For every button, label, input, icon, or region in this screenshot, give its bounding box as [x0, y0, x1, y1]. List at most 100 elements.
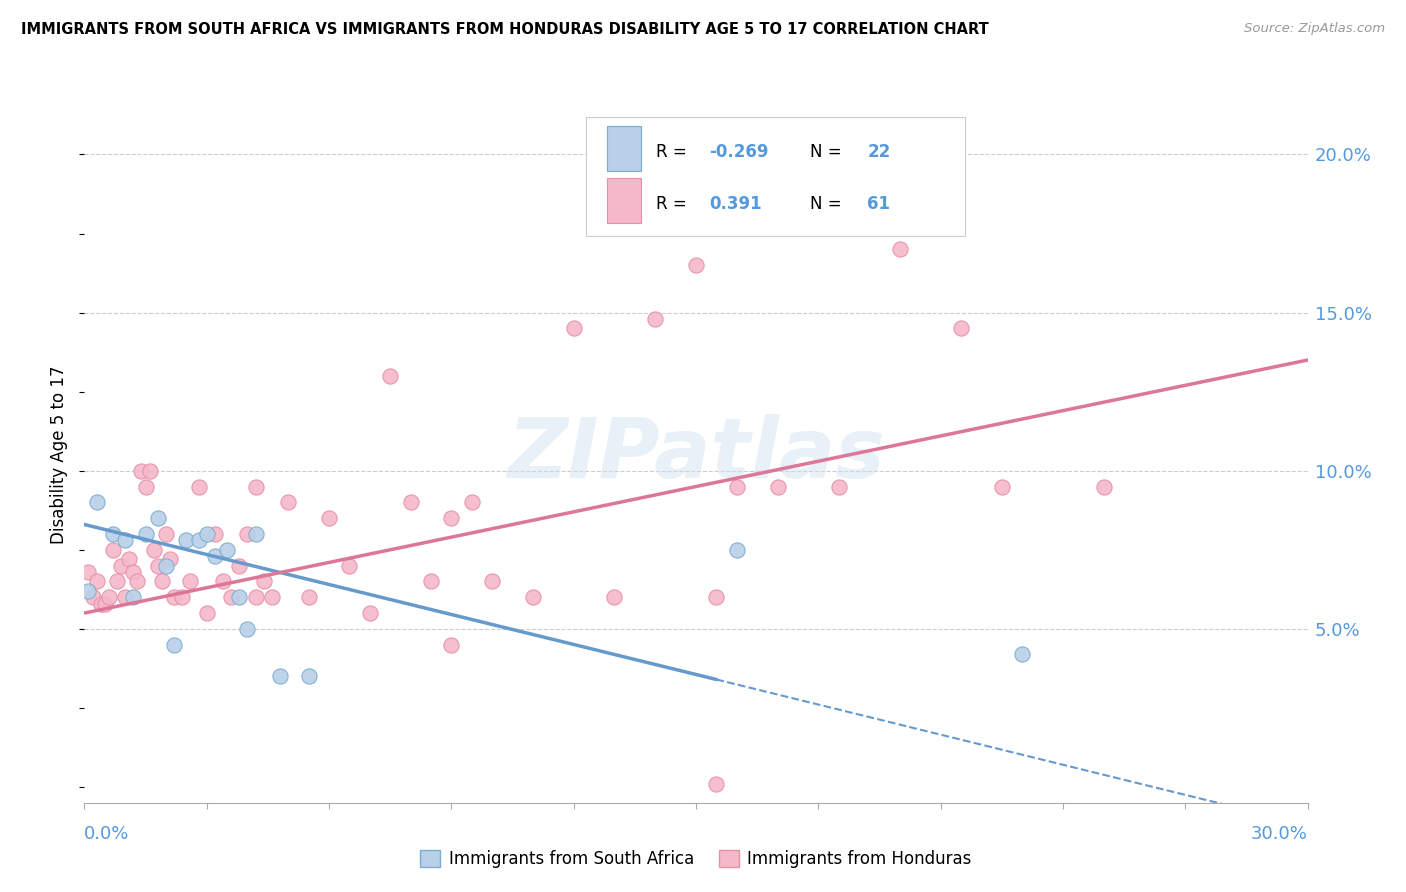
Point — [172, 591, 194, 605]
Point — [228, 591, 250, 605]
Point — [77, 583, 100, 598]
Point — [114, 533, 136, 548]
Point — [380, 368, 402, 383]
Point — [269, 669, 291, 683]
Text: 22: 22 — [868, 143, 890, 161]
Point — [204, 549, 226, 563]
Point — [399, 495, 422, 509]
Point — [118, 552, 141, 566]
Point — [97, 591, 120, 605]
Point — [150, 574, 173, 589]
FancyBboxPatch shape — [586, 118, 965, 235]
Text: -0.269: -0.269 — [710, 143, 769, 161]
Point — [603, 591, 626, 605]
Point — [127, 574, 149, 589]
Point — [187, 533, 209, 548]
Point — [122, 591, 145, 605]
Point — [187, 479, 209, 493]
Point — [440, 511, 463, 525]
Text: 61: 61 — [868, 195, 890, 213]
Point — [950, 321, 973, 335]
Point — [766, 479, 789, 493]
Point — [77, 565, 100, 579]
Point — [562, 321, 585, 335]
Text: ZIPatlas: ZIPatlas — [508, 415, 884, 495]
Point — [1011, 647, 1033, 661]
Point — [86, 574, 108, 589]
Text: 0.391: 0.391 — [710, 195, 762, 213]
Text: Source: ZipAtlas.com: Source: ZipAtlas.com — [1244, 22, 1385, 36]
Point — [138, 464, 160, 478]
Point — [253, 574, 276, 589]
Point — [82, 591, 104, 605]
Point — [146, 558, 169, 573]
Point — [159, 552, 181, 566]
Point — [260, 591, 283, 605]
Point — [481, 574, 503, 589]
Point — [217, 542, 239, 557]
Point — [440, 638, 463, 652]
Text: 30.0%: 30.0% — [1251, 825, 1308, 843]
Point — [644, 312, 666, 326]
Point — [142, 542, 165, 557]
Text: N =: N = — [810, 143, 846, 161]
Text: N =: N = — [810, 195, 846, 213]
Point — [277, 495, 299, 509]
Point — [135, 479, 157, 493]
Point — [212, 574, 235, 589]
Point — [110, 558, 132, 573]
Point — [869, 147, 891, 161]
Point — [135, 527, 157, 541]
Point — [228, 558, 250, 573]
Point — [155, 558, 177, 573]
Point — [114, 591, 136, 605]
Point — [245, 527, 267, 541]
Text: IMMIGRANTS FROM SOUTH AFRICA VS IMMIGRANTS FROM HONDURAS DISABILITY AGE 5 TO 17 : IMMIGRANTS FROM SOUTH AFRICA VS IMMIGRAN… — [21, 22, 988, 37]
Point — [420, 574, 443, 589]
Point — [245, 591, 267, 605]
Point — [146, 511, 169, 525]
Text: 0.0%: 0.0% — [84, 825, 129, 843]
Point — [339, 558, 361, 573]
Point — [86, 495, 108, 509]
Point — [163, 591, 186, 605]
Point — [179, 574, 201, 589]
Point — [195, 606, 218, 620]
Point — [236, 527, 259, 541]
Point — [155, 527, 177, 541]
Point — [889, 243, 911, 257]
Point — [461, 495, 484, 509]
Point — [163, 638, 186, 652]
Point — [176, 533, 198, 548]
Point — [236, 622, 259, 636]
Point — [195, 527, 218, 541]
Point — [93, 597, 117, 611]
Point — [725, 542, 748, 557]
Legend: Immigrants from South Africa, Immigrants from Honduras: Immigrants from South Africa, Immigrants… — [413, 843, 979, 874]
Text: R =: R = — [655, 195, 692, 213]
Point — [204, 527, 226, 541]
Point — [991, 479, 1014, 493]
Point — [131, 464, 153, 478]
Point — [101, 527, 124, 541]
Point — [245, 479, 267, 493]
Point — [1092, 479, 1115, 493]
Point — [318, 511, 340, 525]
Point — [725, 479, 748, 493]
Point — [522, 591, 544, 605]
Point — [101, 542, 124, 557]
Point — [298, 669, 321, 683]
FancyBboxPatch shape — [606, 126, 641, 171]
Y-axis label: Disability Age 5 to 17: Disability Age 5 to 17 — [51, 366, 69, 544]
Point — [706, 591, 728, 605]
Point — [706, 777, 728, 791]
Point — [122, 565, 145, 579]
Point — [298, 591, 321, 605]
Point — [219, 591, 242, 605]
Point — [685, 258, 707, 272]
Text: R =: R = — [655, 143, 692, 161]
Point — [90, 597, 112, 611]
Point — [828, 479, 851, 493]
Point — [105, 574, 128, 589]
FancyBboxPatch shape — [606, 178, 641, 223]
